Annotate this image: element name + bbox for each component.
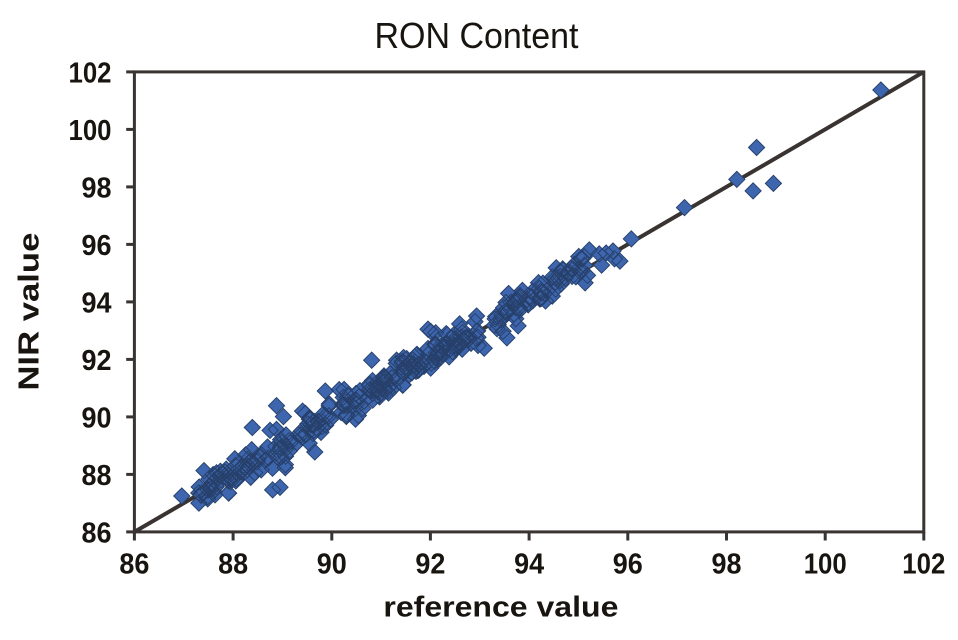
svg-text:NIR value: NIR value bbox=[14, 233, 46, 391]
svg-text:reference value: reference value bbox=[383, 592, 618, 624]
svg-text:94: 94 bbox=[514, 549, 544, 581]
svg-text:90: 90 bbox=[317, 549, 347, 581]
svg-text:RON Content: RON Content bbox=[375, 15, 579, 56]
svg-text:88: 88 bbox=[218, 549, 248, 581]
svg-text:102: 102 bbox=[69, 57, 112, 89]
svg-text:90: 90 bbox=[82, 402, 112, 434]
svg-text:88: 88 bbox=[82, 460, 112, 492]
svg-text:94: 94 bbox=[82, 287, 112, 319]
svg-text:98: 98 bbox=[82, 172, 112, 204]
svg-text:86: 86 bbox=[82, 517, 112, 549]
svg-text:102: 102 bbox=[902, 549, 945, 581]
svg-text:86: 86 bbox=[119, 549, 149, 581]
svg-text:92: 92 bbox=[82, 345, 112, 377]
svg-text:92: 92 bbox=[415, 549, 445, 581]
svg-text:96: 96 bbox=[613, 549, 643, 581]
svg-text:96: 96 bbox=[82, 230, 112, 262]
svg-text:98: 98 bbox=[712, 549, 742, 581]
svg-text:100: 100 bbox=[69, 115, 112, 147]
svg-text:100: 100 bbox=[804, 549, 847, 581]
